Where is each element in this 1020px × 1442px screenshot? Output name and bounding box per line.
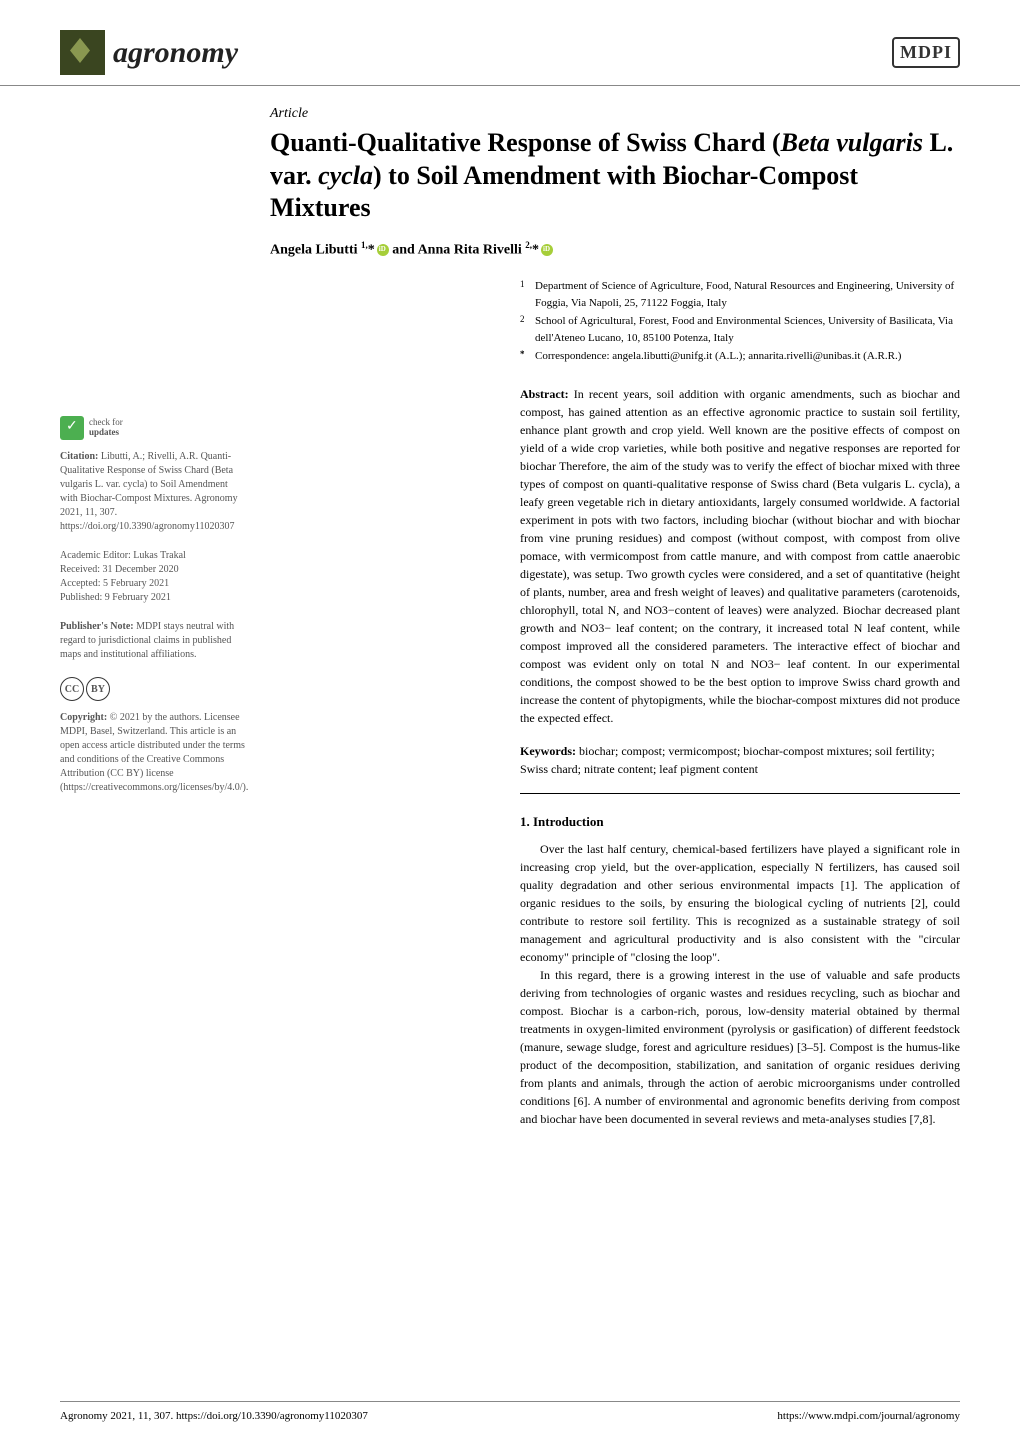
received-date: Received: 31 December 2020	[60, 563, 245, 577]
page-header: agronomy MDPI	[0, 0, 1020, 86]
cc-license-block: CC BY	[60, 677, 245, 701]
publisher-logo: MDPI	[892, 37, 960, 68]
copyright-block: Copyright: © 2021 by the authors. Licens…	[60, 711, 245, 795]
keywords-text: biochar; compost; vermicompost; biochar-…	[520, 744, 935, 776]
citation-text: Libutti, A.; Rivelli, A.R. Quanti-Qualit…	[60, 451, 238, 532]
publisher-note-label: Publisher's Note:	[60, 621, 134, 632]
accepted-date: Accepted: 5 February 2021	[60, 577, 245, 591]
published-date: Published: 9 February 2021	[60, 591, 245, 605]
copyright-text: © 2021 by the authors. Licensee MDPI, Ba…	[60, 712, 248, 793]
intro-paragraph-2: In this regard, there is a growing inter…	[520, 966, 960, 1128]
keywords-label: Keywords:	[520, 744, 576, 758]
cc-icon: CC	[60, 677, 84, 701]
footer-left: Agronomy 2021, 11, 307. https://doi.org/…	[60, 1410, 368, 1422]
editor-block: Academic Editor: Lukas Trakal Received: …	[60, 549, 245, 605]
affiliation-1: 1 Department of Science of Agriculture, …	[520, 278, 960, 311]
journal-logo: agronomy	[60, 30, 238, 75]
journal-icon	[60, 30, 105, 75]
citation-label: Citation:	[60, 451, 98, 462]
academic-editor: Academic Editor: Lukas Trakal	[60, 549, 245, 563]
section-1-heading: 1. Introduction	[520, 814, 960, 830]
abstract-text: In recent years, soil addition with orga…	[520, 387, 960, 725]
abstract: Abstract: In recent years, soil addition…	[520, 385, 960, 727]
content-area: check forupdates Citation: Libutti, A.; …	[0, 86, 1020, 1148]
sidebar: check forupdates Citation: Libutti, A.; …	[60, 106, 270, 1128]
check-updates-text: check forupdates	[89, 418, 123, 438]
orcid-icon[interactable]	[377, 244, 389, 256]
footer-right[interactable]: https://www.mdpi.com/journal/agronomy	[777, 1410, 960, 1422]
affiliations: 1 Department of Science of Agriculture, …	[520, 278, 960, 365]
copyright-label: Copyright:	[60, 712, 107, 723]
main-column: Article Quanti-Qualitative Response of S…	[270, 106, 960, 1128]
intro-paragraph-1: Over the last half century, chemical-bas…	[520, 840, 960, 966]
keywords: Keywords: biochar; compost; vermicompost…	[520, 742, 960, 794]
check-icon	[60, 416, 84, 440]
page-footer: Agronomy 2021, 11, 307. https://doi.org/…	[60, 1401, 960, 1422]
authors: Angela Libutti 1,* and Anna Rita Rivelli…	[270, 240, 960, 259]
cc-icons: CC BY	[60, 677, 245, 701]
article-type: Article	[270, 106, 960, 122]
by-icon: BY	[86, 677, 110, 701]
citation-block: Citation: Libutti, A.; Rivelli, A.R. Qua…	[60, 450, 245, 534]
publisher-note: Publisher's Note: MDPI stays neutral wit…	[60, 620, 245, 662]
abstract-label: Abstract:	[520, 387, 569, 401]
correspondence: * Correspondence: angela.libutti@unifg.i…	[520, 348, 960, 365]
journal-name: agronomy	[113, 36, 238, 70]
affiliation-2: 2 School of Agricultural, Forest, Food a…	[520, 313, 960, 346]
orcid-icon[interactable]	[541, 244, 553, 256]
article-title: Quanti-Qualitative Response of Swiss Cha…	[270, 127, 960, 225]
check-updates[interactable]: check forupdates	[60, 416, 245, 440]
